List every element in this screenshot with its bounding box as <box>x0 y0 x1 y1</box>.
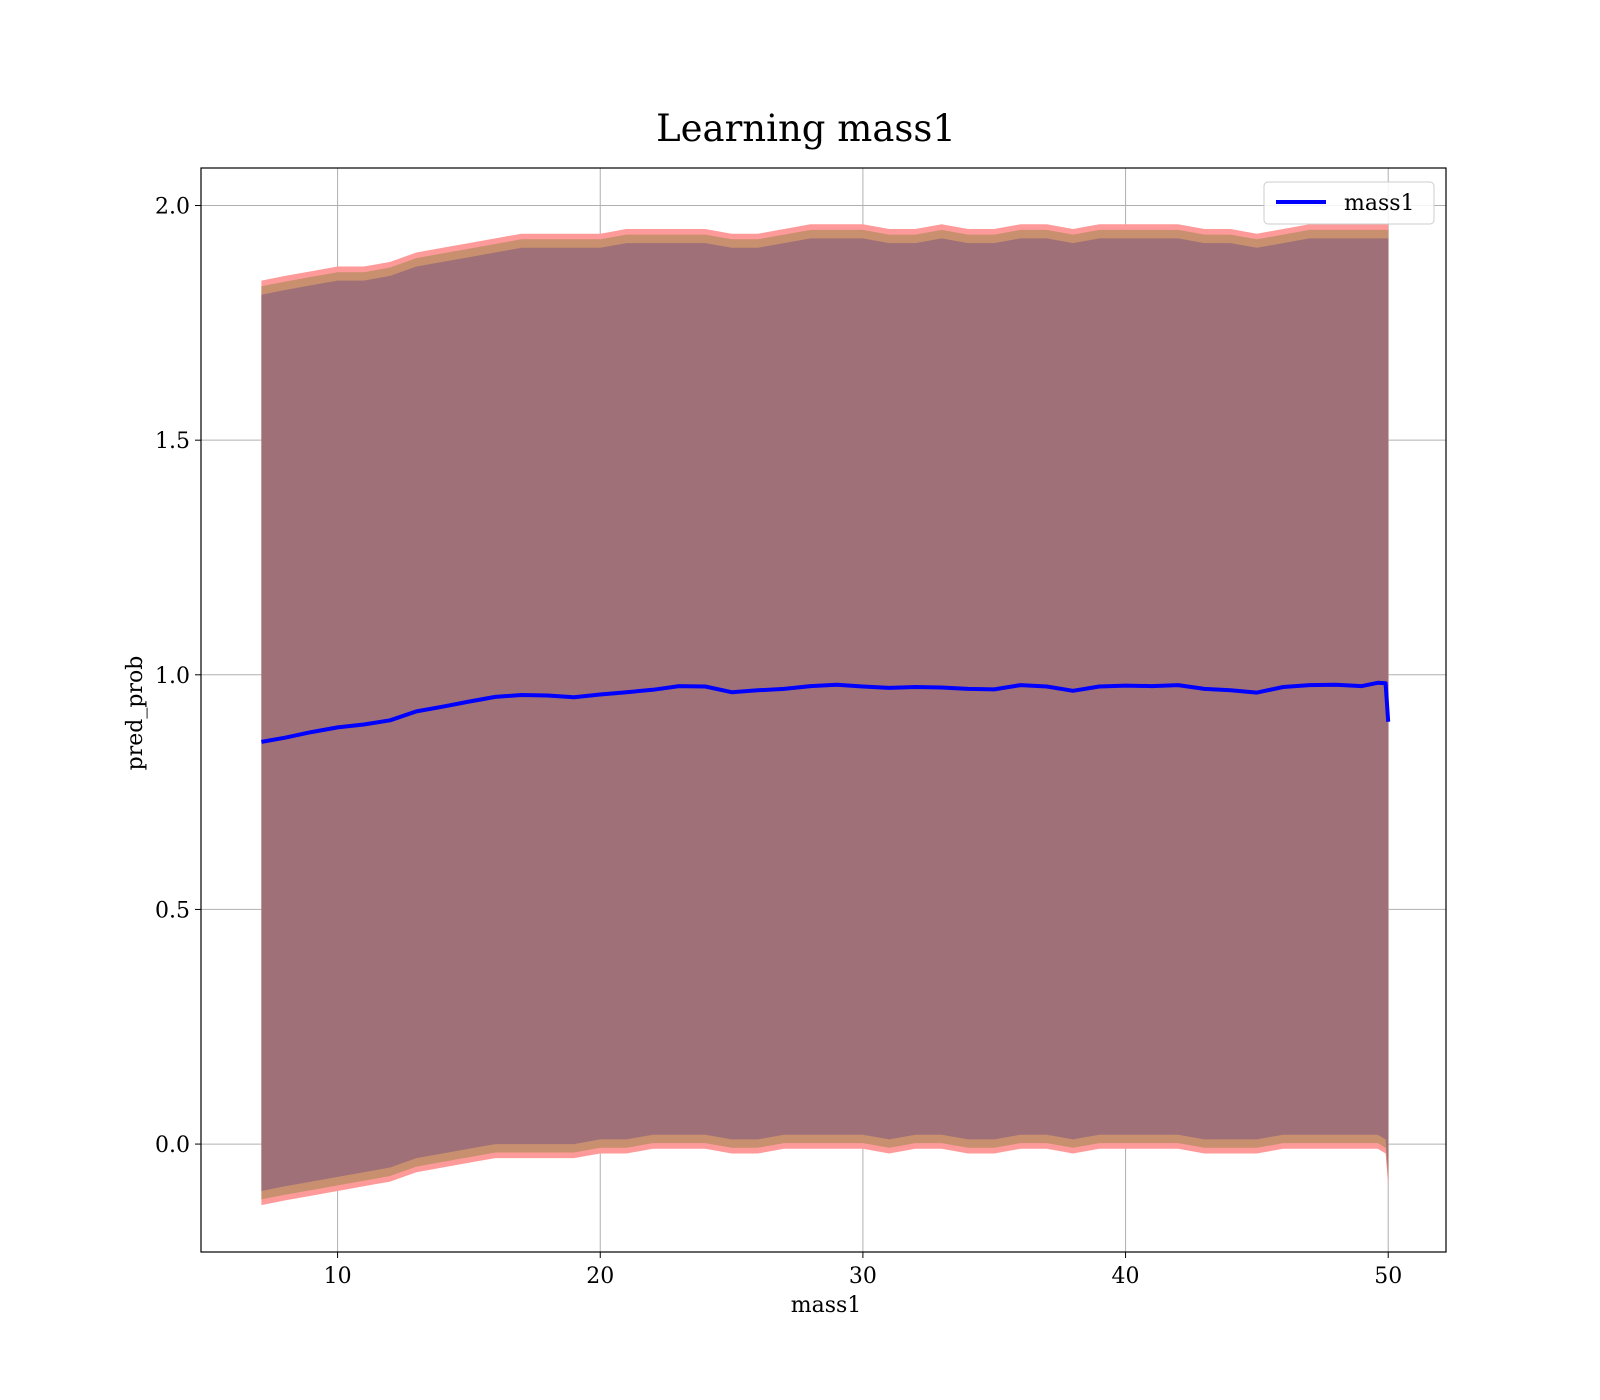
x-tick-label: 30 <box>849 1264 877 1289</box>
legend-label: mass1 <box>1344 191 1415 216</box>
y-tick-label: 1.0 <box>155 664 190 689</box>
y-tick-label: 2.0 <box>155 195 190 220</box>
legend-box <box>1263 181 1435 225</box>
x-axis-ticks: 10 20 30 40 50 <box>324 1252 1402 1289</box>
y-axis-label: pred_prob <box>123 656 148 771</box>
confidence-band <box>261 224 1389 1206</box>
chart-title: Learning mass1 <box>656 107 956 150</box>
y-tick-label: 0.5 <box>155 898 190 923</box>
series-line-layer <box>261 680 1391 744</box>
plot-frame <box>200 167 1447 1253</box>
x-tick-label: 50 <box>1374 1264 1402 1289</box>
legend: mass1 <box>1263 181 1435 225</box>
x-axis-label: mass1 <box>791 1293 862 1318</box>
y-tick-label: 0.0 <box>155 1133 190 1158</box>
x-tick-label: 40 <box>1112 1264 1140 1289</box>
band-inner <box>261 238 1389 1191</box>
y-tick-label: 1.5 <box>155 429 190 454</box>
series-line-mass1 <box>261 680 1391 744</box>
y-axis-ticks: 0.0 0.5 1.0 1.5 2.0 <box>155 195 201 1158</box>
x-tick-label: 10 <box>324 1264 352 1289</box>
x-tick-label: 20 <box>586 1264 614 1289</box>
